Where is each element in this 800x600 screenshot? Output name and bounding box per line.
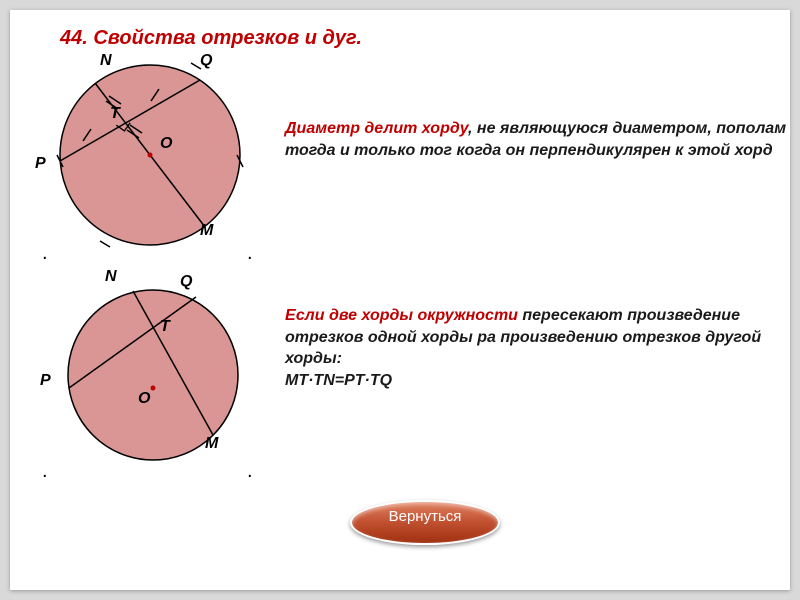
corner-dot-4: . [247,460,253,483]
label-p2: P [40,372,51,390]
property-1-text: Диаметр делит хорду, не являющуюся диаме… [285,118,795,161]
label-n2: N [105,268,117,286]
corner-dot-2: . [247,242,253,265]
label-o2: O [138,390,150,408]
page-title: 44. Свойства отрезков и дуг. [60,27,362,50]
corner-dot-1: . [42,242,48,265]
label-m2: M [205,435,218,453]
label-q1: Q [200,52,212,70]
label-t2: T [160,318,170,336]
diagram-2 [58,280,258,480]
return-button[interactable]: Вернуться [350,500,500,545]
label-t1: T [110,105,120,123]
diagram-1 [50,55,270,265]
property-2-text: Если две хорды окружности пересекают про… [285,305,795,391]
label-q2: Q [180,273,192,291]
label-n1: N [100,52,112,70]
label-o1: O [160,135,172,153]
corner-dot-3: . [42,460,48,483]
label-m1: M [200,222,213,240]
label-p1: P [35,155,46,173]
